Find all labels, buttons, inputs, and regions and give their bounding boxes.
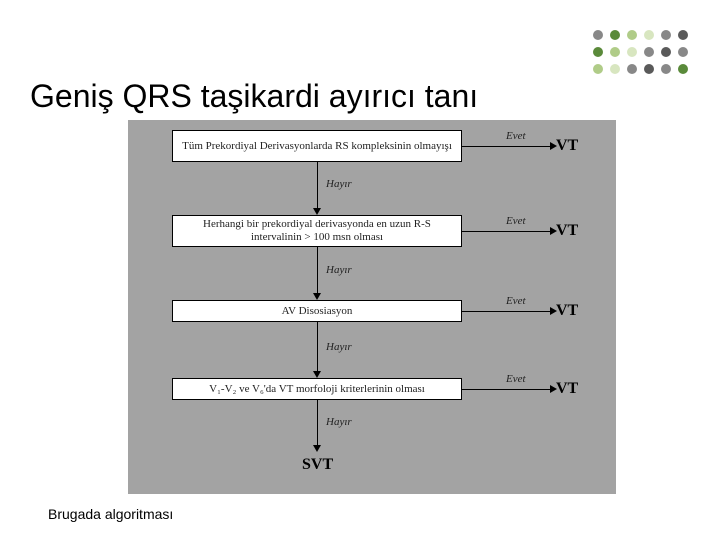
edge-down	[317, 162, 318, 208]
decorative-dots	[591, 28, 690, 76]
flow-node-q3: AV Disosiasyon	[172, 300, 462, 322]
arrow-down-icon	[313, 293, 321, 300]
edge-down	[317, 247, 318, 293]
slide-title: Geniş QRS taşikardi ayırıcı tanı	[30, 78, 478, 115]
result-svt: SVT	[302, 456, 333, 474]
edge-right	[462, 146, 550, 147]
edge-label-hayir: Hayır	[326, 416, 352, 428]
edge-down	[317, 322, 318, 371]
result-vt: VT	[556, 380, 578, 398]
edge-label-hayir: Hayır	[326, 178, 352, 190]
edge-label-hayir: Hayır	[326, 264, 352, 276]
arrow-down-icon	[313, 208, 321, 215]
result-vt: VT	[556, 137, 578, 155]
edge-right	[462, 389, 550, 390]
flow-node-q1: Tüm Prekordiyal Derivasyonlarda RS kompl…	[172, 130, 462, 162]
edge-label-evet: Evet	[506, 295, 526, 307]
arrow-down-icon	[313, 371, 321, 378]
edge-right	[462, 311, 550, 312]
edge-label-evet: Evet	[506, 373, 526, 385]
edge-down	[317, 400, 318, 445]
edge-right	[462, 231, 550, 232]
result-vt: VT	[556, 222, 578, 240]
slide: Geniş QRS taşikardi ayırıcı tanı Tüm Pre…	[0, 0, 720, 540]
result-vt: VT	[556, 302, 578, 320]
flow-node-text: Herhangi bir prekordiyal derivasyonda en…	[179, 218, 455, 243]
flow-node-text: AV Disosiasyon	[282, 305, 353, 318]
footnote: Brugada algoritması	[48, 506, 173, 522]
flowchart-area: Tüm Prekordiyal Derivasyonlarda RS kompl…	[128, 120, 616, 494]
arrow-down-icon	[313, 445, 321, 452]
edge-label-evet: Evet	[506, 130, 526, 142]
edge-label-hayir: Hayır	[326, 341, 352, 353]
flow-node-q2: Herhangi bir prekordiyal derivasyonda en…	[172, 215, 462, 247]
flow-node-text: V₁-V₂ ve V₆'da VT morfoloji kriterlerini…	[209, 383, 425, 396]
edge-label-evet: Evet	[506, 215, 526, 227]
flow-node-text: Tüm Prekordiyal Derivasyonlarda RS kompl…	[182, 140, 452, 153]
flow-node-q4: V₁-V₂ ve V₆'da VT morfoloji kriterlerini…	[172, 378, 462, 400]
